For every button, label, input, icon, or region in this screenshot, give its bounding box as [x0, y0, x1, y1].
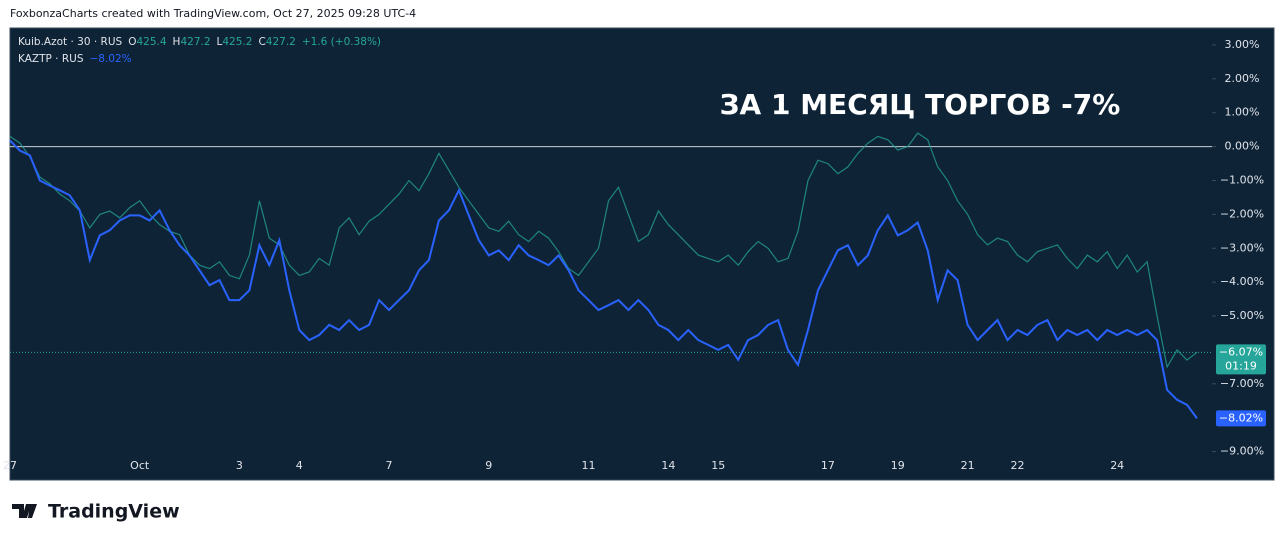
- logo: TradingView: [12, 501, 180, 523]
- ohlc-value: 425.4: [136, 36, 166, 48]
- legend-entry: KAZTP · RUS −8.02%: [18, 53, 132, 65]
- x-tick-label: 11: [582, 459, 596, 472]
- legend-entry: Kuib.Azot · 30 · RUS O425.4 H427.2 L425.2 C4…: [18, 36, 381, 48]
- y-tick-label: 0.00%: [1225, 140, 1260, 153]
- ohlc-label: C: [258, 36, 265, 48]
- last-value-label: −8.02%: [1219, 411, 1263, 424]
- ohlc-label: H: [173, 36, 181, 48]
- x-tick-label: 15: [711, 459, 725, 472]
- last-value-label: −6.07%: [1219, 345, 1263, 358]
- y-tick-label: 1.00%: [1225, 106, 1260, 119]
- x-tick-label: 4: [296, 459, 303, 472]
- y-tick-label: −2.00%: [1220, 207, 1264, 220]
- x-tick-label: 9: [485, 459, 492, 472]
- y-tick-label: −3.00%: [1220, 241, 1264, 254]
- legend-name: Kuib.Azot · 30 · RUS: [18, 36, 123, 48]
- x-tick-label: 27: [3, 459, 17, 472]
- header: FoxbonzaCharts created with TradingView.…: [10, 7, 416, 20]
- ohlc-value: 425.2: [222, 36, 252, 48]
- x-tick-label: 22: [1010, 459, 1024, 472]
- countdown: 01:19: [1225, 359, 1257, 372]
- x-tick-label: 3: [236, 459, 243, 472]
- y-tick-label: −9.00%: [1220, 445, 1264, 458]
- series-line: [9, 139, 1198, 419]
- legend-change: +1.6 (+0.38%): [302, 36, 381, 48]
- x-tick-label: 17: [821, 459, 835, 472]
- legend-name: KAZTP · RUS: [18, 53, 84, 65]
- y-tick-label: −5.00%: [1220, 309, 1264, 322]
- ohlc-value: 427.2: [266, 36, 296, 48]
- ohlc-value: 427.2: [180, 36, 210, 48]
- annotation: ЗА 1 МЕСЯЦ ТОРГОВ -7%: [720, 88, 1121, 121]
- x-tick-label: Oct: [130, 459, 150, 472]
- footer: TradingView: [48, 501, 180, 523]
- x-tick-label: 19: [891, 459, 905, 472]
- ohlc-label: O: [128, 36, 136, 48]
- x-tick-label: 14: [661, 459, 675, 472]
- x-tick-label: 24: [1110, 459, 1124, 472]
- last-value-tag: [1216, 344, 1266, 375]
- y-tick-label: −1.00%: [1220, 174, 1264, 187]
- y-tick-label: 3.00%: [1225, 38, 1260, 51]
- y-tick-label: −7.00%: [1220, 377, 1264, 390]
- x-tick-label: 21: [961, 459, 975, 472]
- series-line: [9, 132, 1198, 369]
- x-tick-label: 7: [386, 459, 393, 472]
- last-value-tag: [1216, 410, 1266, 427]
- legend-change: −8.02%: [89, 53, 131, 65]
- y-tick-label: −4.00%: [1220, 275, 1264, 288]
- y-tick-label: 2.00%: [1225, 72, 1260, 85]
- ohlc-label: L: [217, 36, 223, 48]
